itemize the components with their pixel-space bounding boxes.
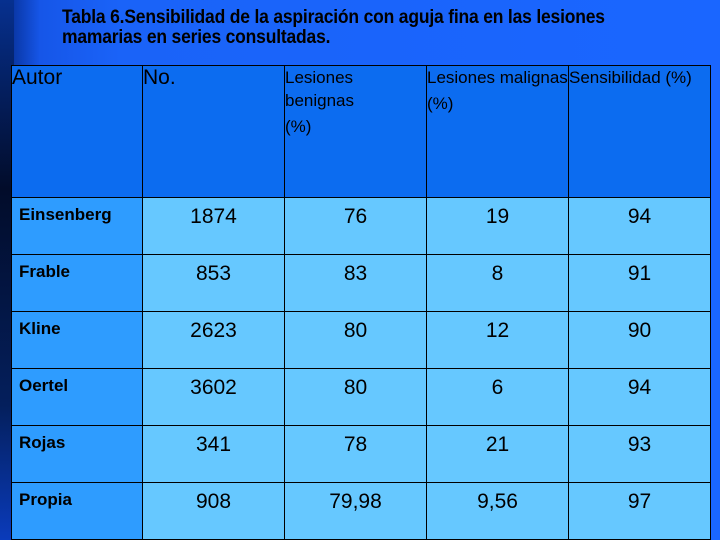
- cell-sensibilidad: 97: [568, 482, 711, 540]
- cell-benignas: 79,98: [284, 482, 427, 540]
- sensitivity-table: Autor No. Lesiones benignas (%) Lesiones …: [11, 65, 711, 540]
- cell-malignas: 6: [426, 368, 569, 426]
- header-label: Lesiones benignas: [285, 68, 355, 110]
- table-header-row: Autor No. Lesiones benignas (%) Lesiones …: [11, 65, 711, 198]
- cell-sensibilidad: 93: [568, 425, 711, 483]
- cell-malignas: 12: [426, 311, 569, 369]
- header-label: No.: [143, 66, 176, 89]
- table-row: Frable 853 83 8 91: [11, 254, 711, 312]
- table-row: Kline 2623 80 12 90: [11, 311, 711, 369]
- header-unit: (%): [285, 117, 312, 136]
- cell-benignas: 76: [284, 197, 427, 255]
- cell-benignas: 80: [284, 368, 427, 426]
- table-row: Oertel 3602 80 6 94: [11, 368, 711, 426]
- cell-malignas: 21: [426, 425, 569, 483]
- header-label: Sensibilidad (%): [569, 68, 692, 87]
- column-header-benignas: Lesiones benignas (%): [284, 65, 427, 198]
- column-header-autor: Autor: [11, 65, 143, 198]
- cell-no: 341: [142, 425, 285, 483]
- cell-autor: Oertel: [11, 368, 143, 426]
- table-row: Propia 908 79,98 9,56 97: [11, 482, 711, 540]
- cell-no: 908: [142, 482, 285, 540]
- table-row: Rojas 341 78 21 93: [11, 425, 711, 483]
- cell-no: 1874: [142, 197, 285, 255]
- column-header-no: No.: [142, 65, 285, 198]
- column-header-malignas: Lesiones malignas (%): [426, 65, 569, 198]
- header-label: Autor: [12, 66, 63, 89]
- cell-benignas: 78: [284, 425, 427, 483]
- cell-malignas: 8: [426, 254, 569, 312]
- header-unit: (%): [427, 94, 454, 113]
- cell-sensibilidad: 91: [568, 254, 711, 312]
- cell-benignas: 83: [284, 254, 427, 312]
- cell-autor: Einsenberg: [11, 197, 143, 255]
- side-gradient-band: [0, 0, 14, 540]
- cell-malignas: 9,56: [426, 482, 569, 540]
- slide-title: Tabla 6.Sensibilidad de la aspiración co…: [62, 7, 605, 48]
- cell-autor: Frable: [11, 254, 143, 312]
- cell-no: 3602: [142, 368, 285, 426]
- cell-sensibilidad: 94: [568, 368, 711, 426]
- cell-autor: Propia: [11, 482, 143, 540]
- cell-malignas: 19: [426, 197, 569, 255]
- cell-benignas: 80: [284, 311, 427, 369]
- cell-autor: Kline: [11, 311, 143, 369]
- table-row: Einsenberg 1874 76 19 94: [11, 197, 711, 255]
- cell-no: 853: [142, 254, 285, 312]
- header-label: Lesiones malignas: [427, 68, 568, 87]
- cell-sensibilidad: 90: [568, 311, 711, 369]
- cell-no: 2623: [142, 311, 285, 369]
- cell-sensibilidad: 94: [568, 197, 711, 255]
- cell-autor: Rojas: [11, 425, 143, 483]
- column-header-sensibilidad: Sensibilidad (%): [568, 65, 711, 198]
